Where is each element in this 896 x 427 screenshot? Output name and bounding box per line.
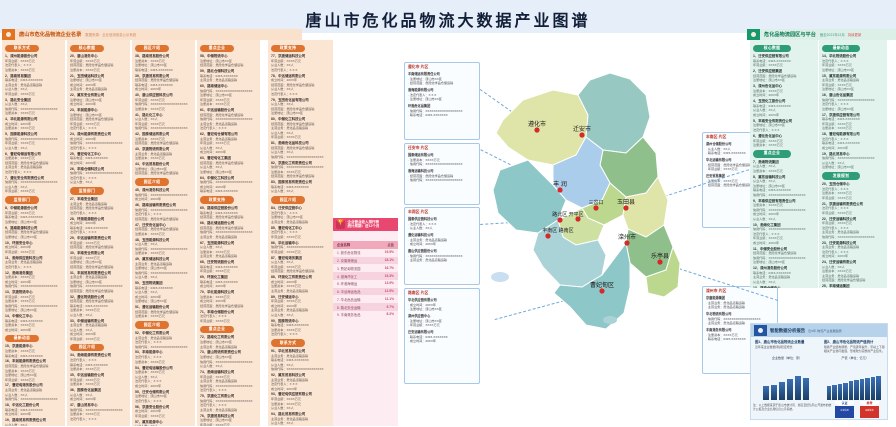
svg-text:丰 润: 丰 润 — [553, 180, 567, 188]
svg-text:滦州市: 滦州市 — [618, 233, 636, 241]
svg-text:三岔口: 三岔口 — [588, 199, 603, 206]
svg-text:迁安市: 迁安市 — [573, 125, 591, 133]
svg-text:曹妃甸区: 曹妃甸区 — [590, 281, 614, 289]
svg-text:丰南区 路南区: 丰南区 路南区 — [542, 227, 573, 234]
svg-text:乐亭县: 乐亭县 — [651, 252, 669, 260]
svg-text:遵化市: 遵化市 — [528, 120, 546, 128]
svg-text:玉田县: 玉田县 — [617, 199, 635, 206]
svg-text:路北区 开平区: 路北区 开平区 — [552, 211, 583, 218]
